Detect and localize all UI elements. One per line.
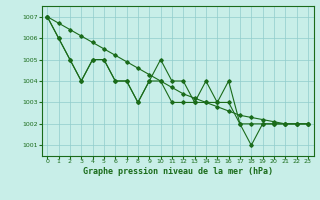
X-axis label: Graphe pression niveau de la mer (hPa): Graphe pression niveau de la mer (hPa) — [83, 167, 273, 176]
